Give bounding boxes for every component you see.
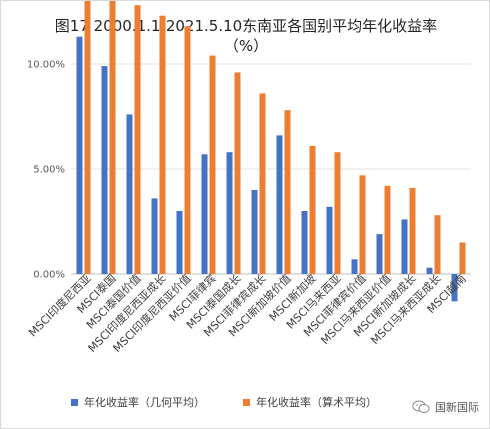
chart-title: 图17 2000.1.1-2021.5.10东南亚各国别平均年化收益率 xyxy=(54,17,438,35)
bar-geometric-4 xyxy=(176,211,183,274)
bar-arithmetic-4 xyxy=(184,26,191,275)
bar-arithmetic-1 xyxy=(109,1,116,274)
bar-geometric-15 xyxy=(451,274,458,302)
bar-arithmetic-15 xyxy=(459,242,466,274)
bar-chart-plot: 20.00%15.00%10.00%5.00%0.00% MSCI印度尼西亚MS… xyxy=(25,1,471,355)
y-axis-ticks: 20.00%15.00%10.00%5.00%0.00% xyxy=(27,60,65,281)
y-tick-label: 5.00% xyxy=(33,165,65,176)
y-tick-label: 10.00% xyxy=(27,60,65,71)
legend-item-geometric: 年化收益率（几何平均） xyxy=(71,394,205,410)
bar-arithmetic-10 xyxy=(334,152,341,274)
bar-geometric-6 xyxy=(226,152,233,274)
bar-geometric-8 xyxy=(276,135,283,274)
watermark: 国新国际 xyxy=(412,399,479,415)
bar-arithmetic-14 xyxy=(434,215,441,274)
bar-arithmetic-2 xyxy=(134,5,141,274)
y-tick-label: 0.00% xyxy=(33,270,65,281)
bar-arithmetic-11 xyxy=(359,175,366,274)
bars xyxy=(76,1,466,302)
legend-label-geometric: 年化收益率（几何平均） xyxy=(84,396,205,409)
bar-geometric-13 xyxy=(401,219,408,274)
chart-subtitle: （%） xyxy=(223,37,269,55)
bar-geometric-5 xyxy=(201,154,208,274)
bar-geometric-7 xyxy=(251,190,258,274)
bar-arithmetic-12 xyxy=(384,185,391,274)
x-axis-ticks: MSCI印度尼西亚MSCI泰国MSCI泰国价值MSCI印度尼西亚成长MSCI印度… xyxy=(25,271,468,355)
bar-geometric-3 xyxy=(151,198,158,274)
wechat-icon xyxy=(412,400,430,413)
bar-arithmetic-8 xyxy=(284,110,291,274)
bar-geometric-0 xyxy=(76,36,83,275)
bar-geometric-2 xyxy=(126,114,133,275)
bar-geometric-9 xyxy=(301,211,308,274)
bar-arithmetic-6 xyxy=(234,72,241,275)
bar-geometric-1 xyxy=(101,66,108,274)
bar-arithmetic-3 xyxy=(159,15,166,274)
bar-arithmetic-13 xyxy=(409,187,416,274)
watermark-label: 国新国际 xyxy=(435,401,479,414)
bar-geometric-10 xyxy=(326,206,333,274)
legend-item-arithmetic: 年化收益率（算术平均） xyxy=(243,394,377,410)
bar-geometric-11 xyxy=(351,259,358,274)
legend-label-arithmetic: 年化收益率（算术平均） xyxy=(256,396,377,409)
bar-arithmetic-9 xyxy=(309,145,316,274)
legend-swatch-geometric xyxy=(71,398,78,406)
legend-swatch-arithmetic xyxy=(243,398,250,406)
bar-arithmetic-5 xyxy=(209,55,216,274)
legend: 年化收益率（几何平均） 年化收益率（算术平均） xyxy=(71,394,377,410)
bar-geometric-12 xyxy=(376,234,383,274)
bar-arithmetic-7 xyxy=(259,93,266,275)
bar-arithmetic-0 xyxy=(84,1,91,275)
bar-geometric-14 xyxy=(426,267,433,274)
